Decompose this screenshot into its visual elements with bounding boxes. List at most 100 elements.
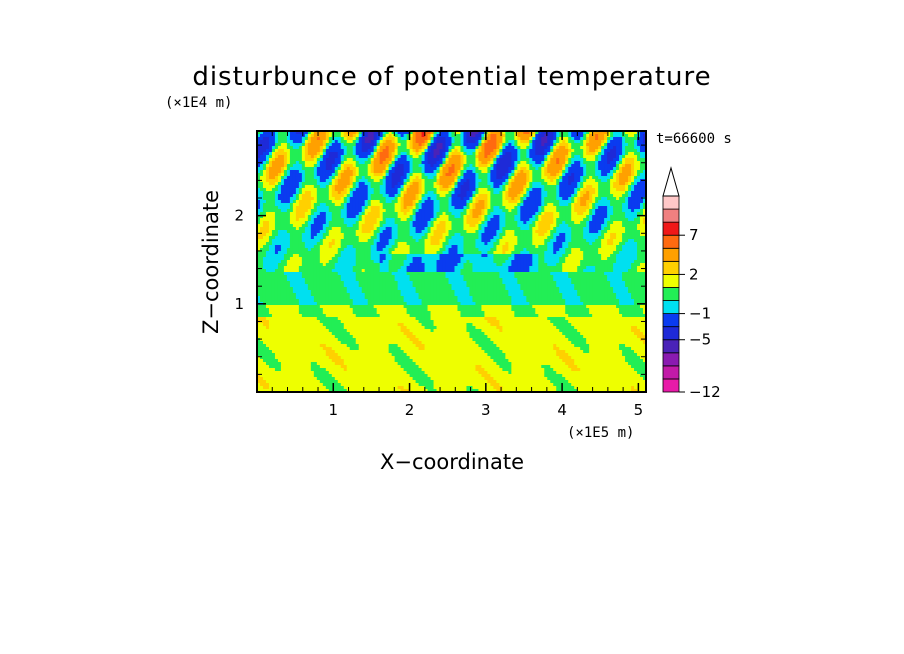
field-cell bbox=[355, 185, 360, 189]
field-cell bbox=[478, 194, 483, 198]
field-cell bbox=[463, 179, 468, 183]
field-cell bbox=[274, 152, 279, 156]
field-cell bbox=[430, 167, 435, 171]
field-cell bbox=[415, 179, 420, 183]
field-cell bbox=[616, 146, 620, 150]
field-cell bbox=[349, 161, 354, 165]
field-cell bbox=[571, 173, 575, 177]
field-cell bbox=[487, 131, 491, 135]
field-cell bbox=[514, 182, 518, 186]
field-cell bbox=[265, 185, 270, 189]
field-cell bbox=[376, 188, 381, 192]
field-cell bbox=[424, 197, 429, 201]
field-cell bbox=[424, 176, 429, 180]
field-cell bbox=[559, 173, 563, 177]
field-cell bbox=[385, 140, 390, 144]
field-cell bbox=[448, 191, 453, 195]
field-cell bbox=[418, 131, 423, 135]
field-cell bbox=[340, 146, 345, 150]
field-cell bbox=[295, 167, 300, 171]
field-cell bbox=[316, 176, 321, 180]
field-cell bbox=[439, 158, 444, 162]
field-cell bbox=[349, 137, 354, 141]
field-cell bbox=[592, 149, 596, 153]
field-cell bbox=[502, 164, 506, 168]
field-cell bbox=[400, 173, 405, 177]
field-cell bbox=[316, 140, 321, 144]
field-cell bbox=[310, 164, 315, 168]
field-cell bbox=[367, 158, 372, 162]
field-cell bbox=[514, 179, 518, 183]
field-cell bbox=[640, 176, 644, 180]
field-cell bbox=[640, 194, 644, 198]
field-cell bbox=[505, 176, 509, 180]
field-cell bbox=[523, 176, 527, 180]
field-cell bbox=[466, 149, 471, 153]
field-cell bbox=[499, 176, 503, 180]
field-cell bbox=[271, 200, 276, 204]
field-cell bbox=[307, 167, 312, 171]
field-cell bbox=[310, 134, 315, 138]
field-cell bbox=[274, 158, 279, 162]
field-cell bbox=[553, 137, 557, 141]
field-cell bbox=[349, 185, 354, 189]
field-cell bbox=[271, 185, 276, 189]
field-cell bbox=[457, 143, 462, 147]
field-cell bbox=[460, 173, 465, 177]
field-cell bbox=[400, 149, 405, 153]
field-cell bbox=[310, 170, 315, 174]
field-cell bbox=[442, 140, 447, 144]
field-cell bbox=[292, 188, 297, 192]
field-cell bbox=[286, 185, 291, 189]
field-cell bbox=[268, 167, 273, 171]
field-cell bbox=[505, 188, 509, 192]
field-cell bbox=[622, 143, 626, 147]
field-cell bbox=[400, 137, 405, 141]
field-cell bbox=[430, 170, 435, 174]
field-cell bbox=[442, 161, 447, 165]
field-cell bbox=[427, 185, 432, 189]
field-cell bbox=[469, 167, 474, 171]
field-cell bbox=[517, 191, 521, 195]
field-cell bbox=[448, 137, 453, 141]
field-cell bbox=[466, 173, 471, 177]
field-cell bbox=[257, 140, 261, 144]
field-cell bbox=[394, 137, 399, 141]
field-cell bbox=[541, 158, 545, 162]
field-cell bbox=[280, 158, 285, 162]
field-cell bbox=[373, 185, 378, 189]
field-cell bbox=[328, 194, 333, 198]
field-cell bbox=[505, 167, 509, 171]
field-cell bbox=[325, 179, 330, 183]
field-cell bbox=[307, 185, 312, 189]
field-cell bbox=[286, 167, 291, 171]
field-cell bbox=[370, 134, 375, 138]
field-cell bbox=[355, 137, 360, 141]
field-cell bbox=[622, 134, 626, 138]
field-cell bbox=[511, 170, 515, 174]
field-cell bbox=[457, 182, 462, 186]
field-cell bbox=[544, 158, 548, 162]
field-cell bbox=[334, 191, 339, 195]
field-cell bbox=[565, 188, 569, 192]
field-cell bbox=[257, 164, 261, 168]
field-cell bbox=[268, 143, 273, 147]
field-cell bbox=[385, 173, 390, 177]
field-cell bbox=[544, 140, 548, 144]
field-cell bbox=[502, 173, 506, 177]
field-cell bbox=[538, 161, 542, 165]
field-cell bbox=[322, 179, 327, 183]
field-cell bbox=[388, 149, 393, 153]
field-cell bbox=[535, 191, 539, 195]
field-cell bbox=[622, 152, 626, 156]
field-cell bbox=[445, 146, 450, 150]
field-cell bbox=[523, 161, 527, 165]
field-cell bbox=[349, 191, 354, 195]
field-cell bbox=[388, 152, 393, 156]
field-cell bbox=[526, 149, 530, 153]
field-cell bbox=[424, 161, 429, 165]
field-cell bbox=[376, 179, 381, 183]
field-cell bbox=[415, 158, 420, 162]
field-cell bbox=[418, 200, 423, 204]
field-cell bbox=[625, 161, 629, 165]
